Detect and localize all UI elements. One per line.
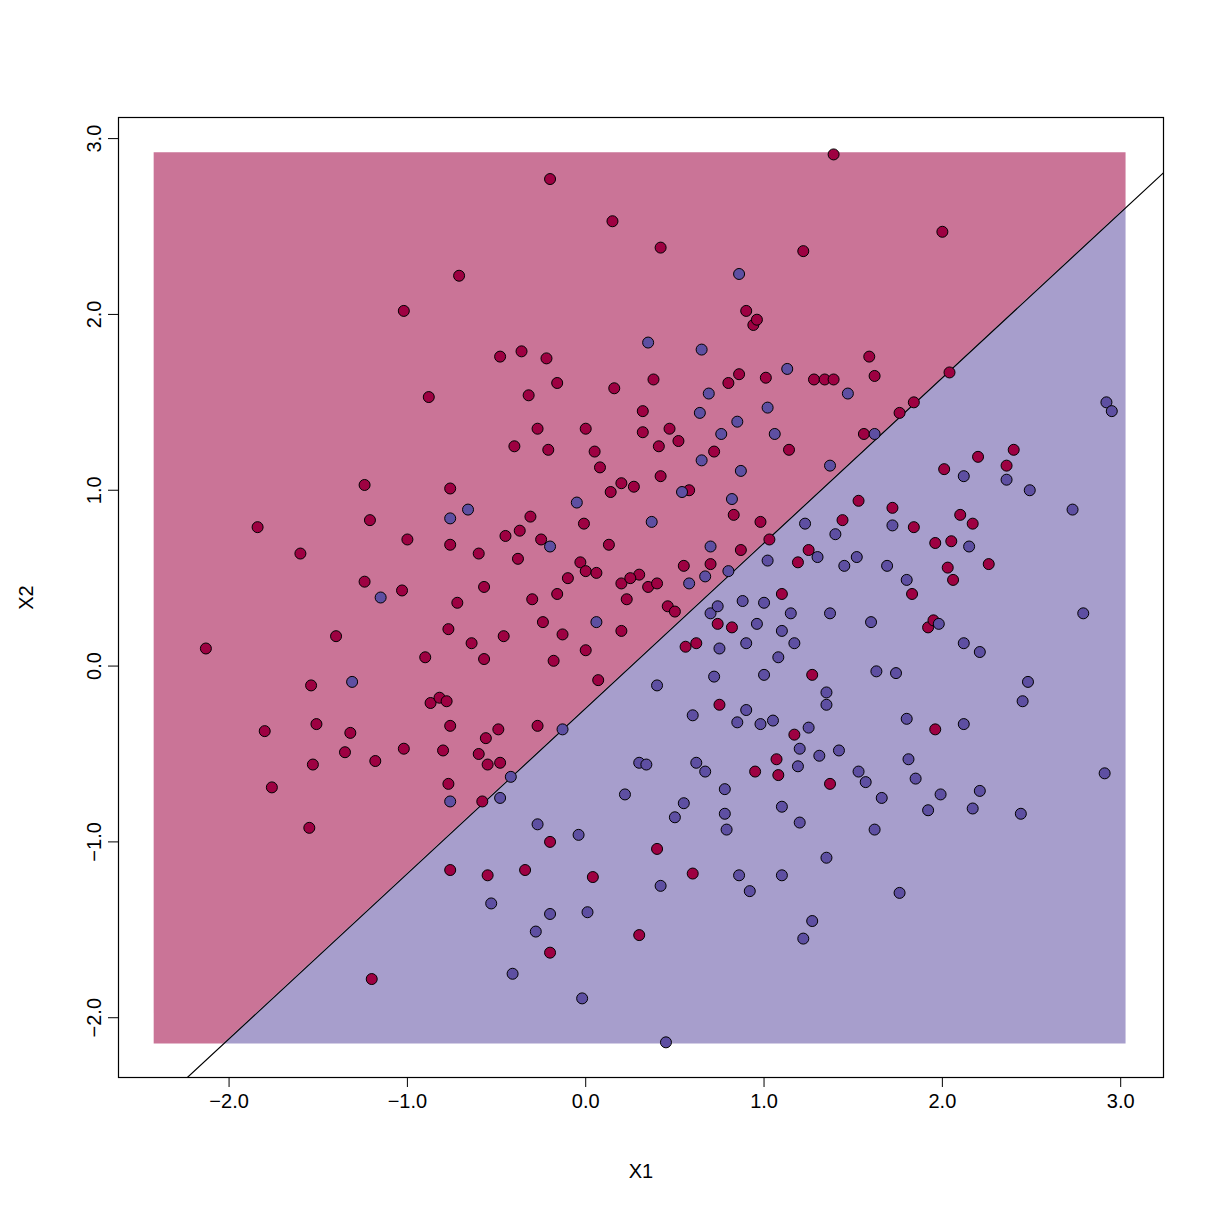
svg-text:−1.0: −1.0 [388, 1090, 427, 1112]
svg-text:−2.0: −2.0 [83, 998, 105, 1037]
svg-text:2.0: 2.0 [83, 301, 105, 329]
svg-text:3.0: 3.0 [83, 125, 105, 153]
svg-text:3.0: 3.0 [1107, 1090, 1135, 1112]
svg-text:1.0: 1.0 [750, 1090, 778, 1112]
svg-text:X2: X2 [15, 585, 37, 609]
svg-text:X1: X1 [629, 1160, 653, 1182]
svg-text:1.0: 1.0 [83, 476, 105, 504]
svg-text:0.0: 0.0 [572, 1090, 600, 1112]
svg-text:−1.0: −1.0 [83, 822, 105, 861]
svg-text:0.0: 0.0 [83, 652, 105, 680]
svg-text:−2.0: −2.0 [209, 1090, 248, 1112]
svg-text:2.0: 2.0 [928, 1090, 956, 1112]
